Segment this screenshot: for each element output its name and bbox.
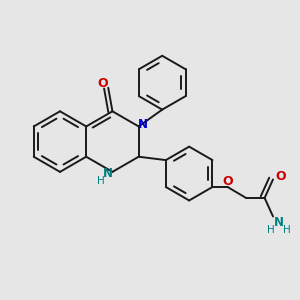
Text: H: H (268, 225, 275, 235)
Text: N: N (274, 216, 284, 229)
Text: O: O (97, 77, 108, 90)
Text: O: O (222, 175, 233, 188)
Text: N: N (103, 167, 113, 180)
Text: H: H (283, 225, 290, 235)
Text: H: H (97, 176, 104, 186)
Text: N: N (138, 118, 148, 131)
Text: O: O (275, 169, 286, 183)
